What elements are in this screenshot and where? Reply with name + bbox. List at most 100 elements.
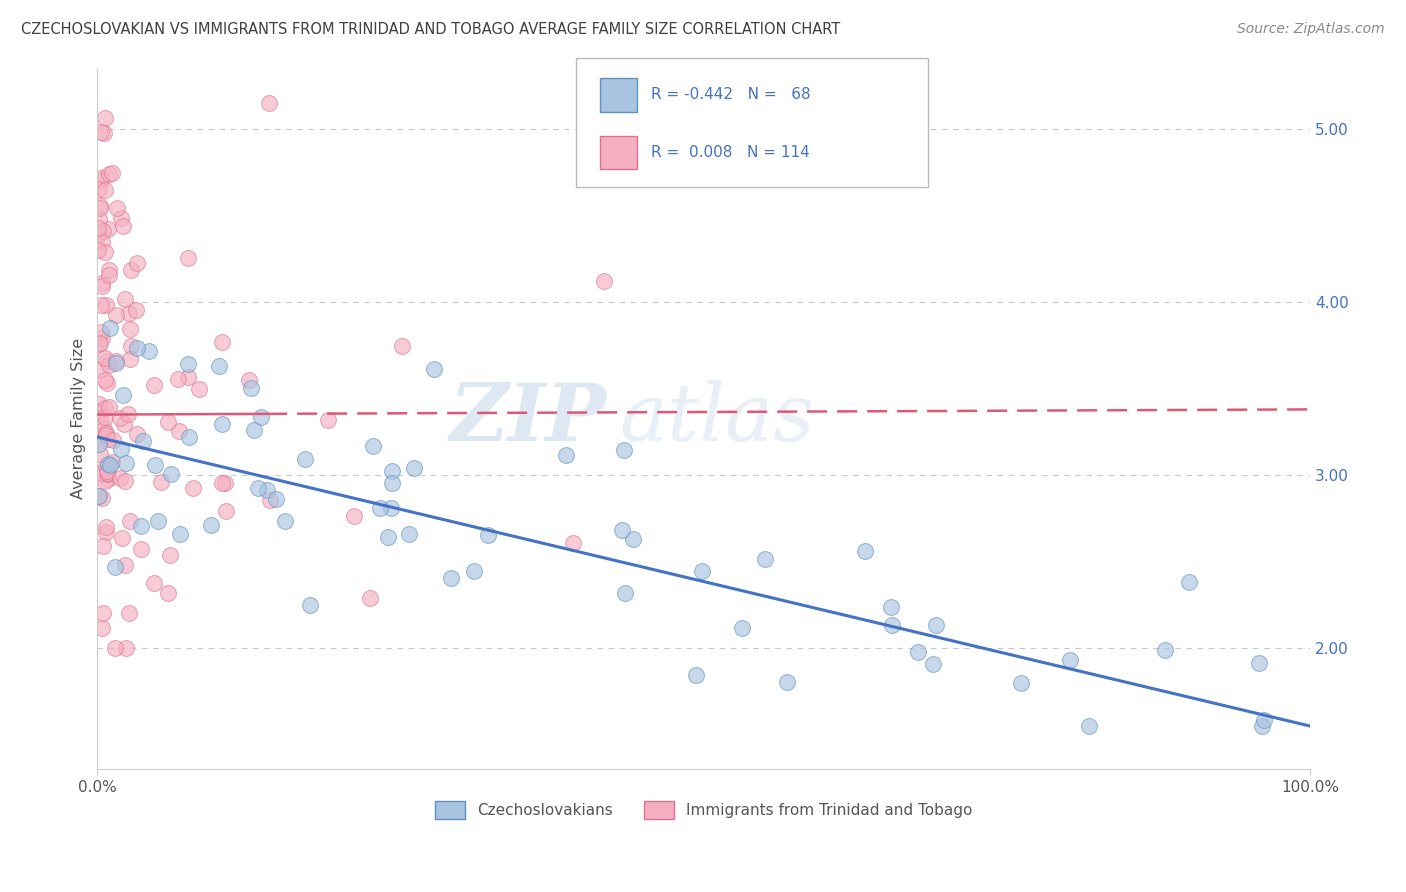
Point bbox=[169, 424, 191, 438]
Point bbox=[112, 417, 135, 432]
Point bbox=[120, 339, 142, 353]
Point bbox=[129, 519, 152, 533]
Point bbox=[94, 519, 117, 533]
Point bbox=[561, 536, 583, 550]
Point bbox=[89, 202, 111, 216]
Point bbox=[610, 523, 633, 537]
Text: ZIP: ZIP bbox=[450, 380, 607, 458]
Point bbox=[685, 667, 707, 681]
Point bbox=[97, 167, 120, 181]
Text: R = -0.442   N =   68: R = -0.442 N = 68 bbox=[651, 87, 811, 102]
Point bbox=[100, 321, 122, 335]
Point bbox=[211, 417, 233, 431]
Point bbox=[90, 173, 112, 187]
Point bbox=[690, 564, 713, 578]
Point bbox=[90, 331, 112, 345]
Point bbox=[200, 517, 222, 532]
Point bbox=[93, 401, 115, 415]
Point bbox=[342, 508, 364, 523]
Point bbox=[93, 183, 115, 197]
Point bbox=[621, 532, 644, 546]
Point bbox=[477, 528, 499, 542]
Point bbox=[215, 504, 238, 518]
Point bbox=[115, 456, 138, 470]
Point bbox=[111, 219, 134, 233]
Point bbox=[105, 201, 128, 215]
Point bbox=[93, 540, 115, 554]
Point bbox=[208, 359, 231, 373]
Point bbox=[110, 211, 132, 226]
Point bbox=[89, 436, 111, 450]
Point bbox=[880, 618, 903, 632]
Point bbox=[93, 126, 115, 140]
Legend: Czechoslovakians, Immigrants from Trinidad and Tobago: Czechoslovakians, Immigrants from Trinid… bbox=[429, 795, 979, 825]
Point bbox=[114, 558, 136, 573]
Point bbox=[907, 645, 929, 659]
Point bbox=[754, 552, 776, 566]
Point bbox=[131, 434, 153, 448]
Point bbox=[93, 111, 115, 125]
Point bbox=[1178, 575, 1201, 590]
Point bbox=[380, 500, 402, 515]
Point bbox=[98, 268, 121, 282]
Point bbox=[1247, 656, 1270, 670]
Point bbox=[125, 256, 148, 270]
Point bbox=[101, 166, 124, 180]
Point bbox=[853, 543, 876, 558]
Point bbox=[381, 464, 404, 478]
Point bbox=[402, 461, 425, 475]
Point bbox=[391, 339, 413, 353]
Point bbox=[925, 618, 948, 632]
Point bbox=[96, 376, 118, 390]
Point bbox=[138, 343, 160, 358]
Point bbox=[922, 657, 945, 672]
Point bbox=[127, 427, 149, 442]
Point bbox=[98, 458, 121, 473]
Point bbox=[94, 460, 117, 475]
Point bbox=[87, 182, 110, 196]
Text: atlas: atlas bbox=[619, 380, 814, 458]
Point bbox=[177, 370, 200, 384]
Point bbox=[98, 401, 121, 415]
Point bbox=[90, 298, 112, 312]
Point bbox=[89, 199, 111, 213]
Point bbox=[96, 426, 118, 441]
Point bbox=[1010, 676, 1032, 690]
Point bbox=[1250, 719, 1272, 733]
Point bbox=[359, 591, 381, 605]
Point bbox=[101, 455, 124, 469]
Point bbox=[1059, 653, 1081, 667]
Point bbox=[87, 228, 110, 243]
Point bbox=[104, 308, 127, 322]
Point bbox=[125, 302, 148, 317]
Point bbox=[87, 211, 110, 226]
Point bbox=[89, 447, 111, 461]
Point bbox=[96, 298, 118, 312]
Point bbox=[112, 388, 135, 402]
Point bbox=[101, 433, 124, 447]
Point bbox=[87, 489, 110, 503]
Point bbox=[159, 548, 181, 562]
Point bbox=[115, 641, 138, 656]
Point bbox=[127, 341, 149, 355]
Point bbox=[142, 378, 165, 392]
Point bbox=[97, 467, 120, 481]
Point bbox=[114, 292, 136, 306]
Point bbox=[104, 641, 127, 656]
Point bbox=[110, 471, 132, 485]
Point bbox=[1253, 713, 1275, 727]
Point bbox=[256, 483, 278, 498]
Point bbox=[257, 96, 280, 111]
Point bbox=[188, 382, 211, 396]
Point bbox=[361, 438, 384, 452]
Point bbox=[370, 501, 392, 516]
Point bbox=[264, 492, 287, 507]
Point bbox=[89, 397, 111, 411]
Point bbox=[118, 306, 141, 320]
Point bbox=[243, 423, 266, 437]
Point bbox=[93, 474, 115, 488]
Point bbox=[91, 606, 114, 620]
Point bbox=[97, 358, 120, 372]
Point bbox=[150, 475, 173, 489]
Point bbox=[96, 354, 118, 368]
